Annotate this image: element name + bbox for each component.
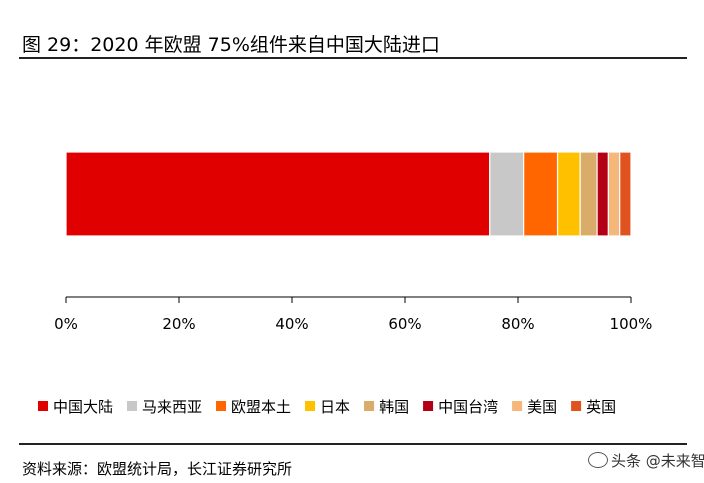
bottom-rule xyxy=(19,443,687,445)
legend-label-1: 中国大陆 xyxy=(53,398,113,416)
bar-group xyxy=(65,151,632,237)
legend-swatch-1 xyxy=(38,401,48,411)
watermark-icon xyxy=(588,452,608,468)
x-tick-label: 60% xyxy=(388,315,421,333)
bar-segment-2 xyxy=(489,151,525,237)
bar-segment-5 xyxy=(579,151,598,237)
legend: 中国大陆 马来西亚 欧盟本土 日本 韩国 中国台湾 美国 英国 xyxy=(38,398,616,416)
bar-segment-8 xyxy=(619,151,632,237)
x-tick-label: 20% xyxy=(162,315,195,333)
bar-segment-4 xyxy=(556,151,581,237)
legend-swatch-5 xyxy=(364,401,375,411)
legend-swatch-4 xyxy=(305,401,316,411)
legend-label-7: 美国 xyxy=(527,398,557,416)
x-tick-label: 0% xyxy=(54,315,78,333)
watermark-text: 头条 @未来智库 xyxy=(611,452,704,470)
legend-swatch-6 xyxy=(423,401,434,411)
source-note: 资料来源：欧盟统计局，长江证券研究所 xyxy=(22,460,293,478)
legend-label-2: 马来西亚 xyxy=(142,398,202,416)
figure-title: 图 29：2020 年欧盟 75%组件来自中国大陆进口 xyxy=(22,34,440,56)
x-tick-label: 80% xyxy=(501,315,534,333)
legend-label-4: 日本 xyxy=(320,398,350,416)
legend-swatch-2 xyxy=(127,401,138,411)
x-tick-label: 100% xyxy=(610,315,653,333)
watermark: 头条 @未来智库 xyxy=(588,450,704,471)
legend-label-8: 英国 xyxy=(586,398,616,416)
bar-segment-6 xyxy=(596,151,609,237)
x-axis: 0% 20% 40% 60% 80% 100% xyxy=(54,296,653,333)
x-tick-label: 40% xyxy=(275,315,308,333)
top-rule xyxy=(19,57,687,59)
legend-swatch-3 xyxy=(216,401,227,411)
bar-segment-7 xyxy=(607,151,621,237)
legend-label-6: 中国台湾 xyxy=(438,398,498,416)
bar-segment-3 xyxy=(523,151,559,237)
legend-swatch-8 xyxy=(571,401,582,411)
legend-label-5: 韩国 xyxy=(379,398,409,416)
legend-swatch-7 xyxy=(512,401,523,411)
bar-segment-1 xyxy=(65,151,491,237)
legend-label-3: 欧盟本土 xyxy=(231,398,291,416)
